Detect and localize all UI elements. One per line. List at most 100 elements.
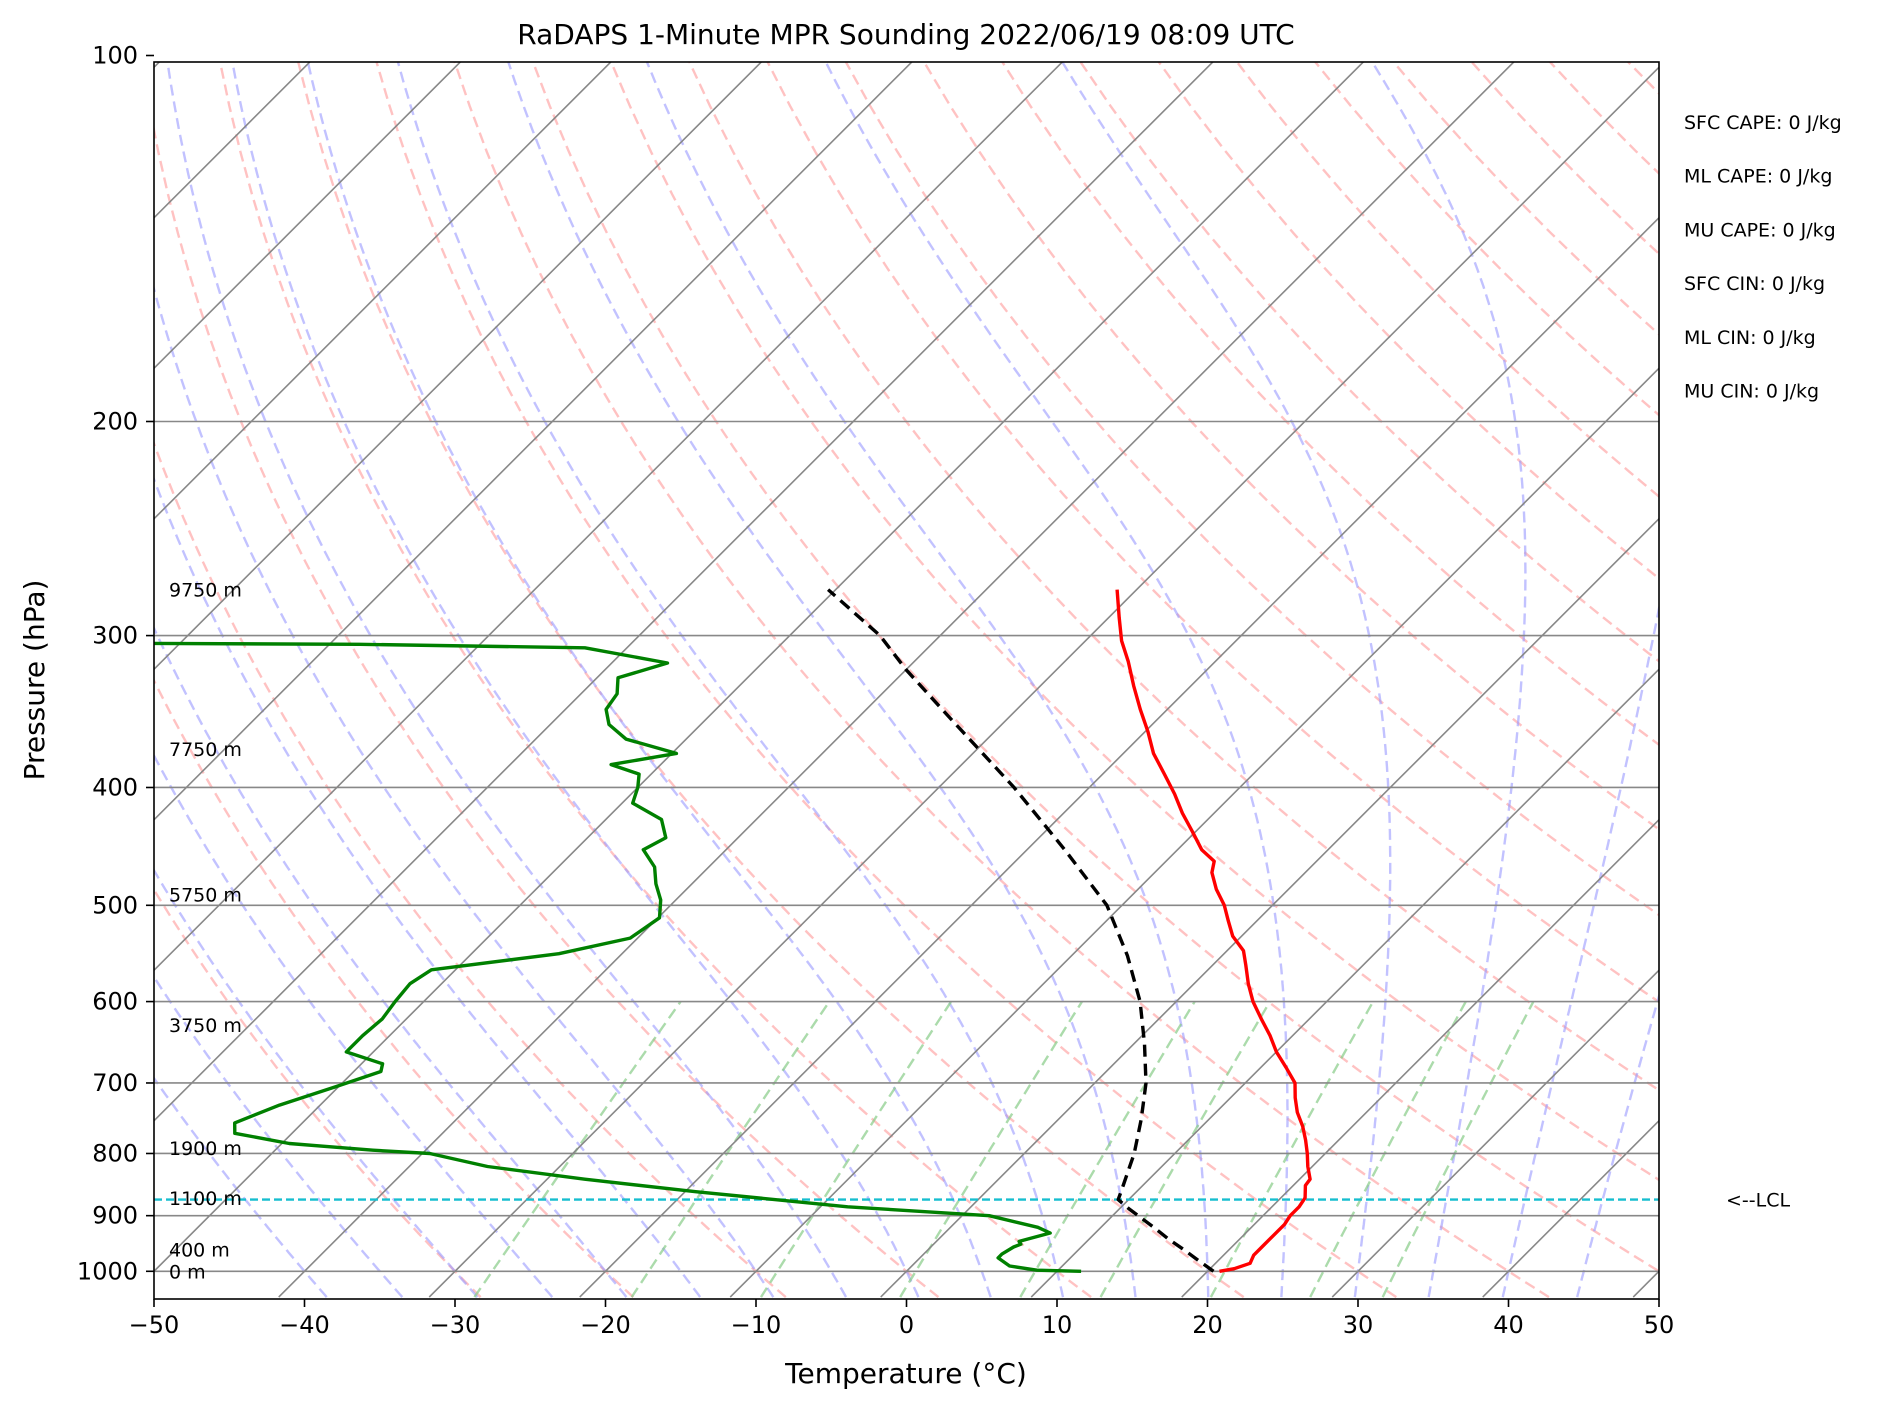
moist-adiabat xyxy=(231,62,920,1298)
isotherm xyxy=(154,62,1214,1122)
parcel-annotation: ML CIN: 0 J/kg xyxy=(1684,327,1816,349)
mixing-ratio-line xyxy=(759,1000,953,1298)
y-tick-label: 600 xyxy=(92,988,138,1016)
moist-adiabat xyxy=(154,753,554,1298)
x-tick-label: 20 xyxy=(1192,1311,1223,1339)
parcel-annotation: ML CAPE: 0 J/kg xyxy=(1684,166,1832,188)
x-tick-label: 40 xyxy=(1493,1311,1524,1339)
isotherm xyxy=(1030,668,1659,1298)
parcel-annotation: SFC CIN: 0 J/kg xyxy=(1684,273,1825,295)
isotherm xyxy=(1632,1270,1659,1298)
mixing-ratio-line xyxy=(899,1000,1084,1298)
x-tick-label: −30 xyxy=(430,1311,481,1339)
y-tick-label: 300 xyxy=(92,622,138,650)
y-tick-label: 500 xyxy=(92,891,138,919)
temperature-trace xyxy=(1115,589,1312,1273)
height-label: 3750 m xyxy=(169,1015,242,1037)
height-label: 1900 m xyxy=(169,1138,242,1160)
moist-adiabat xyxy=(306,62,992,1298)
moist-adiabat xyxy=(507,62,1137,1298)
isotherm xyxy=(1331,969,1659,1298)
x-tick-label: −50 xyxy=(129,1311,180,1339)
x-tick-label: −40 xyxy=(279,1311,330,1339)
isotherm xyxy=(579,216,1659,1298)
dry-adiabat xyxy=(922,62,1659,831)
y-tick-label: 900 xyxy=(92,1202,138,1230)
height-label: 400 m xyxy=(169,1240,230,1262)
mixing-ratio-line xyxy=(1099,1000,1271,1298)
background-lines xyxy=(0,56,1882,1299)
isotherm xyxy=(154,62,763,671)
isotherm xyxy=(154,62,913,821)
dry-adiabat xyxy=(297,62,1245,1299)
height-label: 9750 m xyxy=(169,580,242,602)
y-tick-label: 1000 xyxy=(77,1257,138,1285)
parcel-annotation: MU CIN: 0 J/kg xyxy=(1684,381,1819,403)
x-tick-label: 50 xyxy=(1644,1311,1675,1339)
mixing-ratio-line xyxy=(1381,1001,1535,1298)
dry-adiabat xyxy=(218,62,1092,1299)
moist-adiabat xyxy=(396,62,1065,1298)
moist-adiabat xyxy=(154,1076,328,1298)
dry-adiabat xyxy=(154,887,482,1298)
y-tick-label: 200 xyxy=(92,407,138,435)
dry-adiabat xyxy=(154,678,635,1298)
y-tick-label: 100 xyxy=(92,42,138,70)
sounding-traces xyxy=(154,588,1659,1273)
lcl-label: <--LCL xyxy=(1726,1190,1790,1212)
dry-adiabat xyxy=(453,62,1550,1299)
parcel-trace xyxy=(826,588,1215,1273)
x-axis-label: Temperature (°C) xyxy=(784,1357,1027,1390)
x-tick-label: −20 xyxy=(580,1311,631,1339)
chart-title: RaDAPS 1-Minute MPR Sounding 2022/06/19 … xyxy=(517,18,1294,51)
plot-area xyxy=(154,62,1659,1299)
dry-adiabat xyxy=(766,62,1659,1004)
mixing-ratio-line xyxy=(1209,1001,1375,1298)
moist-adiabat xyxy=(1576,991,1659,1298)
y-tick-label: 700 xyxy=(92,1069,138,1097)
dry-adiabat xyxy=(1079,62,1659,663)
dry-adiabat xyxy=(609,62,1659,1182)
isotherm xyxy=(154,62,612,520)
mixing-ratio-line xyxy=(1309,1001,1467,1298)
isotherm xyxy=(729,367,1659,1298)
parcel-annotations: SFC CAPE: 0 J/kg ML CAPE: 0 J/kg MU CAPE: … xyxy=(1684,112,1842,403)
dry-adiabat xyxy=(531,62,1659,1273)
isotherm xyxy=(880,517,1659,1298)
axis-ticks: −50 −40 −30 −20 −10 0 10 20 30 40 50 100 200 300 400 50… xyxy=(77,42,1674,1340)
isotherm xyxy=(1784,56,1882,1298)
dry-adiabat xyxy=(688,62,1659,1092)
moist-adiabat xyxy=(1060,62,1392,1298)
moist-adiabat xyxy=(154,475,702,1298)
y-axis-label: Pressure (hPa) xyxy=(18,580,51,781)
isotherm xyxy=(154,62,1064,972)
isotherm xyxy=(1181,818,1659,1298)
moist-adiabat xyxy=(154,284,775,1298)
x-tick-label: 0 xyxy=(899,1311,914,1339)
parcel-annotation: SFC CAPE: 0 J/kg xyxy=(1684,112,1842,134)
dry-adiabat xyxy=(1700,56,1882,1298)
height-labels: 9750 m 7750 m 5750 m 3750 m 1900 m 1100 m 400 … xyxy=(169,580,242,1284)
height-label: 5750 m xyxy=(169,885,242,907)
mixing-ratio-line xyxy=(630,1000,831,1298)
isotherm xyxy=(0,56,15,1298)
moist-adiabat xyxy=(645,62,1210,1298)
x-tick-label: 30 xyxy=(1343,1311,1374,1339)
isotherm xyxy=(278,62,1515,1298)
moist-adiabat xyxy=(824,62,1289,1298)
mixing-ratio-line xyxy=(473,1000,682,1298)
moist-adiabat xyxy=(1370,62,1527,1298)
isotherm xyxy=(428,66,1659,1298)
parcel-annotation: MU CAPE: 0 J/kg xyxy=(1684,219,1836,241)
y-tick-label: 800 xyxy=(92,1139,138,1167)
moist-adiabat xyxy=(1501,602,1659,1298)
y-tick-label: 400 xyxy=(92,773,138,801)
height-label: 0 m xyxy=(169,1261,206,1283)
height-label: 7750 m xyxy=(169,739,242,761)
height-label: 1100 m xyxy=(169,1188,242,1210)
moist-adiabat xyxy=(166,62,848,1298)
isotherm xyxy=(154,62,462,370)
isotherm xyxy=(154,62,1365,1273)
x-tick-label: −10 xyxy=(731,1311,782,1339)
